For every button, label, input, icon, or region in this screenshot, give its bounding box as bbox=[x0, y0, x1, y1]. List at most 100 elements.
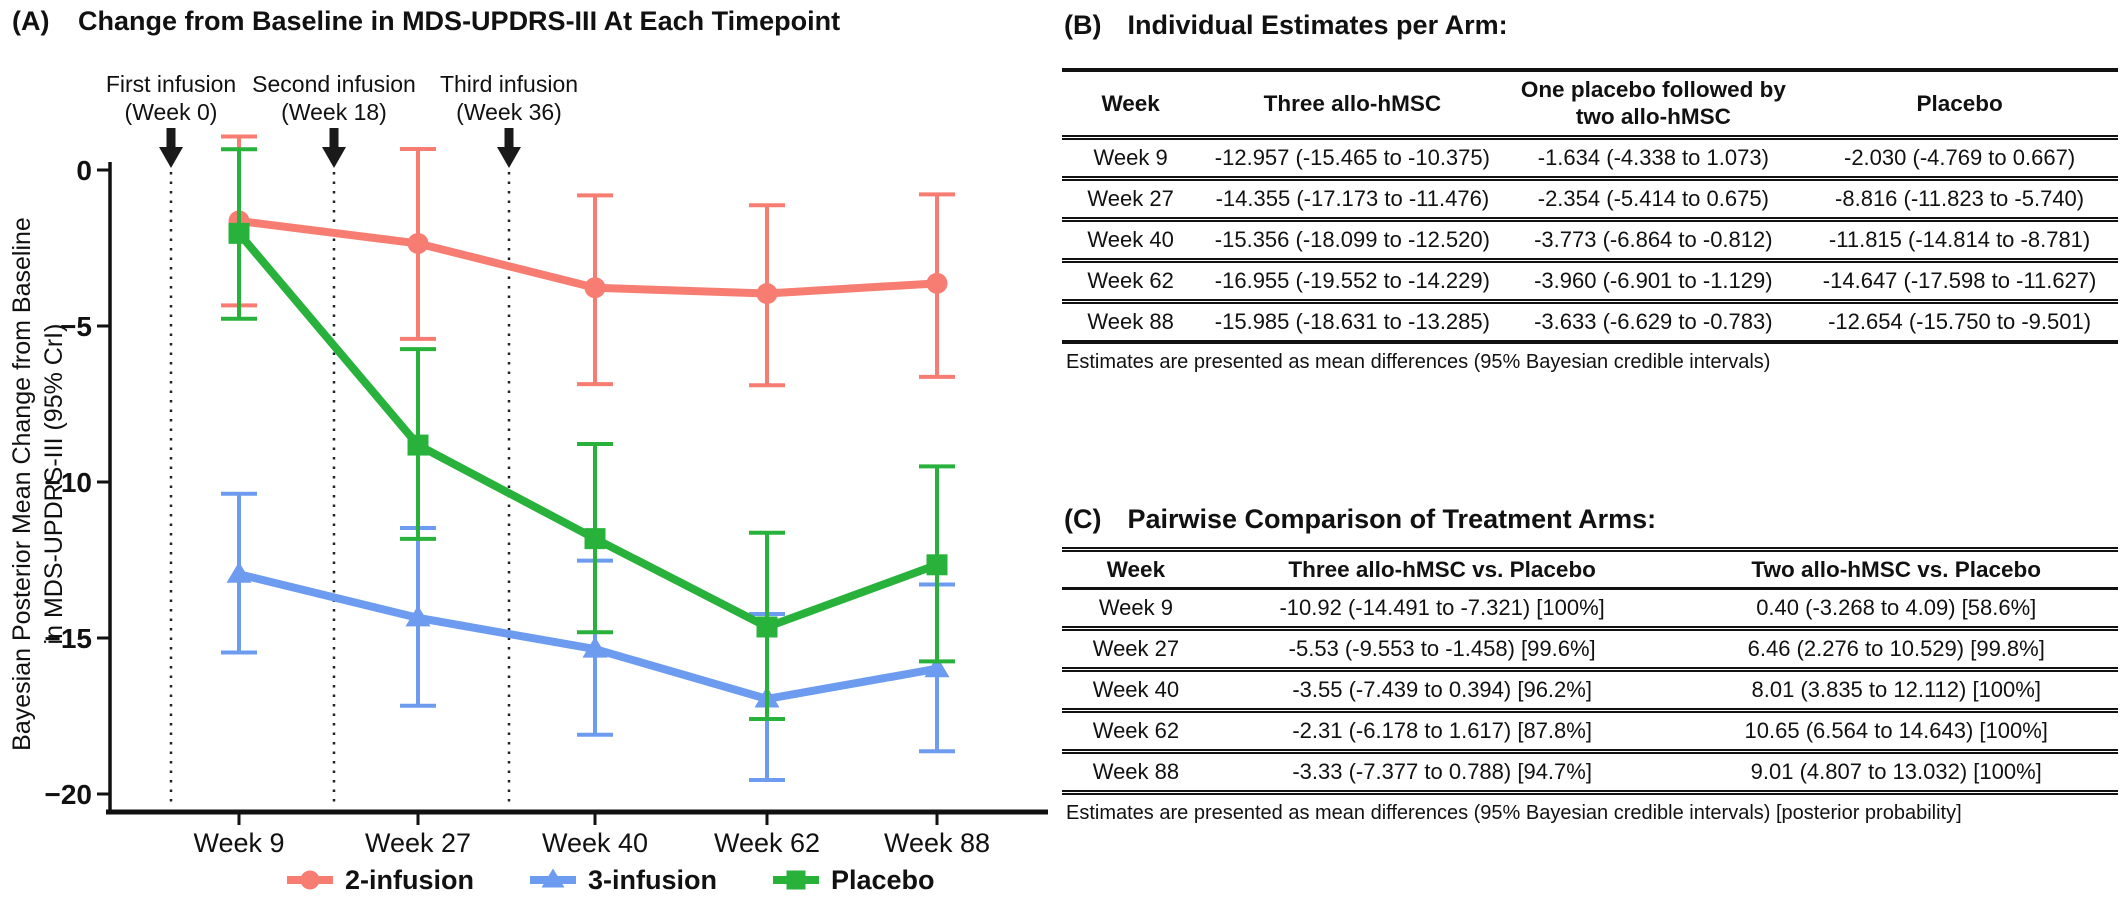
square-marker bbox=[786, 870, 806, 890]
cell: 9.01 (4.807 to 13.032) [100%] bbox=[1750, 759, 2042, 785]
column-header: Two allo-hMSC vs. Placebo bbox=[1751, 557, 2042, 582]
triangle-marker bbox=[405, 605, 431, 627]
x-tick-label: Week 27 bbox=[365, 828, 471, 858]
column-header: Three allo-hMSC bbox=[1263, 90, 1442, 116]
panel-c-title: Pairwise Comparison of Treatment Arms: bbox=[1127, 504, 1657, 534]
table-row: Week 27 -14.355 (-17.173 to -11.476) -2.35… bbox=[1062, 178, 2118, 220]
cell: -3.773 (-6.864 to -0.812) bbox=[1534, 226, 1773, 252]
cell: 8.01 (3.835 to 12.112) [100%] bbox=[1751, 677, 2041, 703]
square-marker bbox=[926, 554, 948, 576]
y-axis-title-line1: Bayesian Posterior Mean Change from Base… bbox=[8, 217, 36, 751]
circle-marker bbox=[926, 272, 948, 294]
header-row: Week Three allo-hMSC vs. Placebo Two allo-… bbox=[1062, 549, 2118, 589]
table-row: Week 40 -3.55 (-7.439 to 0.394) [96.2%] 8.… bbox=[1062, 670, 2118, 711]
column-header: Week bbox=[1101, 90, 1160, 116]
cell: Week 62 bbox=[1092, 718, 1180, 744]
cell: -3.960 (-6.901 to -1.129) bbox=[1534, 267, 1773, 293]
series-2-infusion bbox=[221, 134, 955, 388]
y-tick-label: −5 bbox=[60, 311, 92, 342]
cell: 10.65 (6.564 to 14.643) [100%] bbox=[1744, 718, 2048, 744]
legend: 2-infusion 3-infusion Placebo bbox=[287, 865, 935, 895]
panel-c: (C) Pairwise Comparison of Treatment Arms… bbox=[1060, 494, 2128, 825]
cell: -3.633 (-6.629 to -0.783) bbox=[1534, 308, 1773, 334]
circle-marker bbox=[584, 277, 606, 299]
cell: Week 88 bbox=[1092, 759, 1180, 785]
column-header: One placebo followed by two allo-hMSC bbox=[1520, 77, 1786, 130]
table-row: Week 88 -15.985 (-18.631 to -13.285) -3.63… bbox=[1062, 301, 2118, 342]
y-tick-label: −10 bbox=[45, 467, 93, 498]
column-header: Three allo-hMSC vs. Placebo bbox=[1288, 557, 1596, 582]
cell: -3.55 (-7.439 to 0.394) [96.2%] bbox=[1292, 677, 1592, 703]
cell: -2.354 (-5.414 to 0.675) bbox=[1537, 185, 1769, 211]
annotation-label: First infusion bbox=[106, 71, 236, 97]
cell: -10.92 (-14.491 to -7.321) [100%] bbox=[1279, 595, 1605, 621]
x-tick-label: Week 62 bbox=[714, 828, 820, 858]
panel-b-heading: (B) Individual Estimates per Arm: bbox=[1064, 10, 2128, 41]
column-header: Placebo bbox=[1916, 90, 2003, 116]
x-tick-label: Week 9 bbox=[193, 828, 284, 858]
cell: -2.31 (-6.178 to 1.617) [87.8%] bbox=[1292, 718, 1592, 744]
cell: -3.33 (-7.377 to 0.788) [94.7%] bbox=[1292, 759, 1592, 785]
cell: Week 40 bbox=[1092, 677, 1180, 703]
y-tick-label: −15 bbox=[45, 623, 93, 654]
triangle-marker bbox=[582, 636, 608, 658]
cell: -15.356 (-18.099 to -12.520) bbox=[1214, 226, 1490, 252]
circle-marker bbox=[756, 283, 778, 305]
infusion-annotations: First infusion(Week 0)Second infusion(We… bbox=[106, 71, 578, 808]
y-axis-title-line2: in MDS-UPDRS-III (95% CrI) bbox=[40, 324, 68, 645]
y-tick-label: 0 bbox=[76, 155, 92, 186]
annotation-sublabel: (Week 0) bbox=[125, 99, 218, 125]
individual-estimates-table: Week Three allo-hMSC One placebo followed … bbox=[1062, 68, 2118, 344]
table-row: Week 62 -2.31 (-6.178 to 1.617) [87.8%] 10… bbox=[1062, 711, 2118, 752]
panel-a: (A) Change from Baseline in MDS-UPDRS-II… bbox=[0, 0, 1060, 917]
table-row: Week 27 -5.53 (-9.553 to -1.458) [99.6%] 6… bbox=[1062, 629, 2118, 670]
cell: -15.985 (-18.631 to -13.285) bbox=[1214, 308, 1490, 334]
header-row: Week Three allo-hMSC One placebo followed … bbox=[1062, 70, 2118, 138]
table-c-footnote: Estimates are presented as mean differen… bbox=[1066, 802, 1962, 825]
cell: -12.654 (-15.750 to -9.501) bbox=[1828, 308, 2092, 334]
triangle-marker bbox=[924, 656, 950, 678]
cell: Week 27 bbox=[1092, 636, 1180, 662]
cell: -16.955 (-19.552 to -14.229) bbox=[1214, 267, 1490, 293]
triangle-marker bbox=[541, 868, 565, 888]
panel-c-heading: (C) Pairwise Comparison of Treatment Arms… bbox=[1064, 504, 2128, 535]
pairwise-comparison-table: Week Three allo-hMSC vs. Placebo Two allo-… bbox=[1062, 547, 2118, 795]
cell: -5.53 (-9.553 to -1.458) [99.6%] bbox=[1288, 636, 1596, 662]
cell: Week 62 bbox=[1087, 267, 1174, 293]
panel-b-title: Individual Estimates per Arm: bbox=[1127, 10, 1508, 40]
cell: 0.40 (-3.268 to 4.09) [58.6%] bbox=[1756, 595, 2037, 621]
mds-updrs-line-chart: First infusion(Week 0)Second infusion(We… bbox=[8, 71, 1048, 895]
table-row: Week 9 -10.92 (-14.491 to -7.321) [100%] 0… bbox=[1062, 589, 2118, 629]
cell: Week 9 bbox=[1093, 144, 1168, 170]
down-arrow-icon bbox=[322, 147, 346, 168]
x-tick-label: Week 88 bbox=[884, 828, 990, 858]
cell: 6.46 (2.276 to 10.529) [99.8%] bbox=[1747, 636, 2045, 662]
cell: Week 40 bbox=[1087, 226, 1174, 252]
square-marker bbox=[756, 616, 778, 638]
annotation-label: Third infusion bbox=[440, 71, 578, 97]
cell: Week 9 bbox=[1098, 595, 1173, 621]
panel-b: (B) Individual Estimates per Arm: Week Thr… bbox=[1060, 0, 2128, 374]
cell: -8.816 (-11.823 to -5.740) bbox=[1835, 185, 2085, 211]
square-marker bbox=[407, 434, 429, 456]
square-marker bbox=[228, 222, 250, 244]
column-header: Week bbox=[1106, 557, 1166, 582]
panel-a-title: Change from Baseline in MDS-UPDRS-III At… bbox=[78, 6, 841, 36]
x-tick-label: Week 40 bbox=[542, 828, 648, 858]
legend-label: Placebo bbox=[831, 865, 935, 895]
square-marker bbox=[584, 528, 606, 550]
cell: Week 88 bbox=[1087, 308, 1174, 334]
legend-label: 2-infusion bbox=[345, 865, 474, 895]
down-arrow-icon bbox=[497, 147, 521, 168]
annotation-sublabel: (Week 18) bbox=[281, 99, 387, 125]
triangle-marker bbox=[226, 561, 252, 583]
legend-label: 3-infusion bbox=[588, 865, 717, 895]
cell: -1.634 (-4.338 to 1.073) bbox=[1537, 144, 1769, 170]
panel-a-tag: (A) bbox=[12, 6, 50, 36]
panel-c-tag: (C) bbox=[1064, 504, 1102, 534]
table-b-footnote: Estimates are presented as mean differen… bbox=[1066, 350, 1771, 373]
table-row: Week 9 -12.957 (-15.465 to -10.375) -1.634… bbox=[1062, 137, 2118, 179]
axes: 0 −5 −10 −15 −20 Week 9 Week 27 Week 40 Week 62 W… bbox=[8, 155, 1048, 858]
table-row: Week 62 -16.955 (-19.552 to -14.229) -3.96… bbox=[1062, 260, 2118, 302]
series-line bbox=[238, 570, 938, 703]
